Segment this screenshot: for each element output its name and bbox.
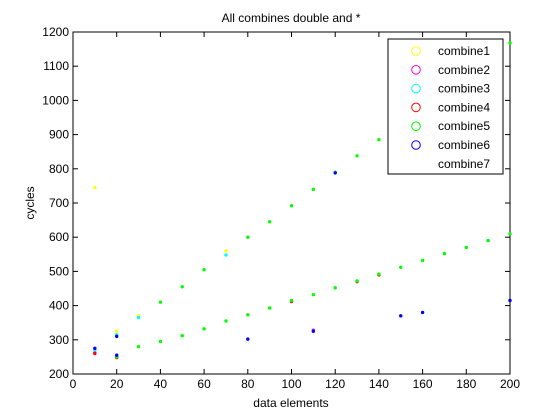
legend-entries: combine1 combine2 combine3 combine4 combine5…: [411, 44, 490, 171]
legend-marker-combine3: [411, 83, 421, 94]
data-point-combine5: [289, 298, 294, 303]
data-point-combine5: [486, 238, 490, 243]
x-axis-ticks: 0 20 40 60 80 100 120 140 160 180 200: [70, 32, 520, 391]
data-point-combine6: [420, 310, 425, 315]
y-tick-label: 200: [49, 367, 69, 381]
data-point-combine5: [246, 313, 250, 317]
data-point-combine5: [267, 220, 272, 224]
data-point-combine5: [442, 251, 447, 256]
data-point-combine6: [114, 353, 119, 357]
data-point-combine6: [246, 337, 250, 341]
data-point-combine5: [180, 285, 184, 289]
data-point-combine5: [289, 204, 294, 208]
data-point-combine5: [377, 138, 381, 142]
data-point-combine6: [399, 314, 403, 318]
data-point-combine5: [311, 292, 316, 297]
legend-box: [387, 38, 504, 175]
chart-title: All combines double and *: [222, 11, 361, 25]
x-axis-label: data elements: [253, 396, 328, 410]
legend-marker-combine6: [411, 140, 421, 150]
data-point-combine5: [224, 319, 228, 323]
legend: combine1 combine2 combine3 combine4 combine5…: [387, 38, 504, 175]
data-point-combine5: [202, 267, 206, 272]
x-tick-label: 120: [325, 377, 345, 391]
legend-marker-combine7: [411, 159, 421, 169]
y-tick-label: 400: [49, 299, 69, 313]
legend-marker-combine4: [411, 102, 421, 113]
legend-label-combine2: combine2: [438, 63, 490, 77]
data-point-combine5: [180, 333, 184, 338]
data-point-combine5: [246, 235, 250, 239]
data-point-combine5: [311, 187, 316, 192]
data-point-combine5: [399, 265, 403, 269]
data-point-combine6: [114, 334, 119, 339]
data-point-combine5: [202, 327, 206, 331]
y-tick-label: 300: [49, 333, 69, 347]
y-tick-label: 600: [49, 230, 69, 244]
y-axis-label: cycles: [23, 186, 37, 219]
data-point-combine5: [508, 41, 512, 45]
legend-label-combine6: combine6: [438, 138, 490, 152]
data-points: [93, 41, 512, 360]
data-point-combine5: [158, 300, 163, 304]
y-tick-label: 800: [49, 162, 69, 176]
legend-label-combine1: combine1: [438, 44, 490, 58]
data-point-combine5: [158, 339, 163, 344]
x-tick-label: 0: [70, 377, 77, 391]
data-point-combine5: [508, 232, 512, 236]
data-point-combine5: [355, 154, 359, 158]
legend-label-combine3: combine3: [438, 82, 490, 96]
y-tick-label: 1200: [42, 25, 69, 39]
y-tick-label: 1000: [42, 93, 69, 107]
data-point-combine3: [224, 253, 228, 257]
data-point-combine5: [377, 272, 381, 276]
legend-marker-combine2: [411, 65, 421, 75]
data-point-combine6: [311, 329, 316, 333]
y-axis-ticks: 200 300 400 500 600 700 800 900 1000 1100 1200: [42, 25, 510, 381]
data-point-combine5: [464, 245, 468, 250]
x-tick-label: 180: [456, 377, 476, 391]
x-tick-label: 80: [241, 377, 255, 391]
data-point-combine4: [93, 351, 97, 356]
y-tick-label: 1100: [43, 59, 69, 73]
y-tick-label: 700: [49, 196, 69, 210]
data-point-combine1: [114, 329, 119, 333]
legend-marker-combine5: [411, 121, 421, 131]
data-point-combine6: [93, 346, 97, 351]
data-point-combine5: [420, 258, 425, 263]
legend-marker-combine1: [411, 46, 421, 56]
data-point-combine5: [333, 286, 337, 290]
data-point-combine3: [136, 315, 141, 320]
legend-label-combine5: combine5: [438, 119, 490, 133]
data-point-combine6: [508, 298, 512, 303]
legend-label-combine7: combine7: [438, 157, 490, 171]
x-tick-label: 20: [110, 377, 124, 391]
data-point-combine1: [224, 249, 228, 253]
data-point-combine5: [355, 279, 359, 283]
data-point-combine5: [267, 306, 272, 310]
x-tick-label: 160: [413, 377, 433, 391]
data-point-combine6: [333, 171, 337, 175]
x-tick-label: 100: [281, 377, 301, 391]
x-tick-label: 200: [500, 377, 520, 391]
x-tick-label: 60: [197, 377, 211, 391]
x-tick-label: 140: [369, 377, 389, 391]
x-tick-label: 40: [154, 377, 168, 391]
data-point-combine1: [93, 185, 97, 190]
y-tick-label: 900: [49, 128, 69, 142]
y-tick-label: 500: [49, 264, 69, 278]
legend-label-combine4: combine4: [438, 100, 490, 114]
data-point-combine5: [136, 344, 141, 349]
